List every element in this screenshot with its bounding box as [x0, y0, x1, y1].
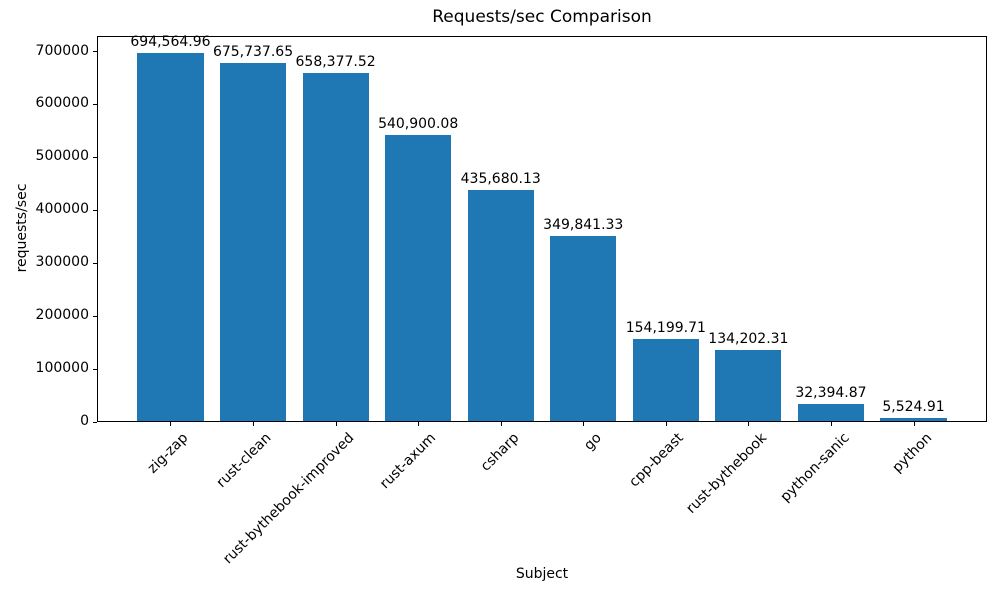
y-axis-tick-label: 100000	[35, 360, 89, 377]
y-axis-tick	[93, 262, 97, 264]
bar-csharp	[467, 190, 534, 421]
x-axis-tick-label: cpp-beast	[626, 430, 688, 491]
x-axis-tick-label: rust-bythebook-improved	[219, 430, 357, 568]
x-axis-tick-label: go	[580, 430, 605, 454]
bar-value-label: 134,202.31	[708, 330, 789, 347]
x-axis-tick-label: rust-bythebook	[682, 430, 770, 517]
x-axis-tick-label: rust-axum	[377, 430, 440, 493]
bar-value-label: 32,394.87	[795, 384, 867, 401]
x-axis-tick	[830, 422, 832, 426]
y-axis-tick-label: 500000	[35, 148, 89, 165]
bar-rust-axum	[385, 134, 452, 421]
y-axis-tick	[93, 51, 97, 52]
x-axis-tick	[170, 422, 172, 426]
y-axis-tick-label: 0	[80, 413, 89, 429]
x-axis-tick	[335, 422, 337, 426]
x-axis-tick	[913, 422, 915, 426]
y-axis-tick	[93, 156, 97, 158]
bar-value-label: 349,841.33	[543, 216, 624, 233]
bar-value-label: 658,377.52	[295, 53, 376, 70]
y-axis-tick	[93, 421, 97, 423]
bar-rust-bythebook	[715, 349, 782, 421]
y-axis-tick-label: 400000	[35, 201, 89, 218]
y-axis-tick	[93, 368, 97, 370]
bar-value-label: 154,199.71	[625, 320, 706, 337]
bar-value-label: 694,564.96	[130, 34, 211, 51]
y-axis-tick	[93, 103, 97, 105]
x-axis-tick-label: rust-clean	[213, 430, 275, 491]
y-axis-tick	[93, 315, 97, 317]
y-axis-tick-label: 200000	[35, 307, 89, 324]
x-axis-tick	[500, 422, 502, 426]
y-axis-tick-label: 700000	[35, 42, 89, 59]
x-axis-tick-label: python	[888, 430, 935, 476]
bar-go	[550, 235, 617, 421]
y-axis-tick-label: 300000	[35, 254, 89, 271]
x-axis-tick-label: python-sanic	[777, 430, 853, 506]
bar-rust-clean	[220, 63, 287, 421]
bar-python	[880, 418, 947, 421]
bar-cpp-beast	[632, 339, 699, 421]
x-axis-tick	[665, 422, 667, 426]
bar-rust-bythebook-improved	[302, 72, 369, 421]
bar-value-label: 540,900.08	[378, 115, 459, 132]
x-axis-tick	[748, 422, 750, 426]
y-axis-tick-label: 600000	[35, 95, 89, 112]
x-axis-tick	[418, 422, 420, 426]
y-axis-tick	[93, 209, 97, 211]
bar-python-sanic	[797, 403, 864, 421]
plot-area	[97, 36, 987, 422]
chart-title: Requests/sec Comparison	[432, 7, 652, 27]
bar-value-label: 675,737.65	[212, 44, 294, 61]
x-axis-tick-label: zig-zap	[145, 430, 192, 477]
bar-value-label: 5,524.91	[882, 399, 945, 416]
x-axis-tick-label: csharp	[477, 430, 523, 475]
bar-value-label: 435,680.13	[460, 171, 541, 188]
x-axis-tick	[253, 422, 255, 426]
x-axis-tick	[583, 422, 585, 426]
bar-zig-zap	[137, 53, 204, 421]
x-axis-label: Subject	[515, 566, 569, 582]
